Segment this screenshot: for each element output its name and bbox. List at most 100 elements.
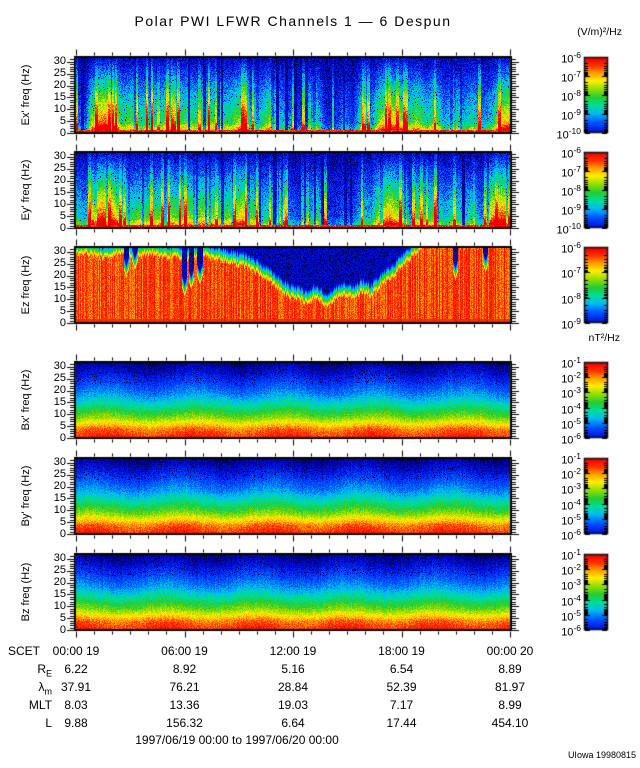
colorbar-tick-label: 10-10: [556, 221, 581, 237]
y-tick-label: 0: [59, 623, 66, 636]
y-tick-label: 10: [53, 407, 66, 420]
ez-spectrogram-canvas: [76, 247, 510, 323]
y-tick-label: 15: [53, 395, 66, 408]
ephemeris-value: 17.44: [386, 716, 417, 730]
y-tick-label: 5: [59, 419, 66, 432]
y-tick-label: 25: [53, 67, 66, 80]
ex-colorbar: [585, 58, 607, 132]
y-tick-label: 0: [59, 126, 66, 139]
y-tick-label: 25: [53, 162, 66, 175]
ephemeris-value: 9.88: [64, 716, 88, 730]
colorbar-tick-label: 10-2: [561, 370, 581, 386]
colorbar-tick-label: 10-6: [561, 240, 581, 256]
figure-title: Polar PWI LFWR Channels 1 — 6 Despun: [134, 13, 452, 29]
ephemeris-value: 13.36: [169, 698, 200, 712]
y-tick-label: 15: [53, 185, 66, 198]
y-tick-label: 30: [53, 552, 66, 565]
y-tick-label: 15: [53, 587, 66, 600]
y-tick-label: 30: [53, 360, 66, 373]
colorbar-tick-label: 10-6: [561, 50, 581, 66]
ephemeris-value: 6.54: [389, 662, 414, 676]
colorbar-tick-label: 10-8: [561, 290, 581, 307]
ey-ylabel: Ey' freq (Hz): [20, 159, 32, 221]
colorbar-tick-label: 10-3: [561, 385, 581, 402]
date-range-label: 1997/06/19 00:00 to 1997/06/20 00:00: [135, 733, 339, 747]
colorbar-tick-label: 10-6: [561, 527, 581, 543]
y-tick-label: 30: [53, 245, 66, 258]
ephemeris-value: 156.32: [166, 716, 203, 730]
y-tick-label: 25: [53, 257, 66, 270]
y-tick-label: 20: [53, 79, 66, 91]
ephemeris-value: 7.17: [389, 698, 414, 712]
ephemeris-value: 454.10: [491, 716, 529, 730]
ey-spectrogram-canvas: [76, 152, 510, 228]
colorbar-tick-label: 10-2: [561, 562, 581, 578]
electric-units-label: (V/m)²/Hz: [577, 26, 622, 38]
by-ylabel: By' freq (Hz): [20, 465, 32, 527]
ephemeris-value: 8.89: [498, 662, 522, 676]
credit-label: UIowa 19980815: [567, 750, 636, 760]
ephemeris-value: 81.97: [494, 680, 526, 694]
colorbar-tick-label: 10-1: [561, 547, 581, 563]
y-tick-label: 20: [53, 174, 66, 186]
y-tick-label: 30: [53, 150, 66, 163]
y-tick-label: 10: [53, 503, 66, 516]
colorbar-tick-label: 10-7: [561, 69, 581, 85]
y-tick-label: 10: [53, 102, 66, 115]
colorbar-tick-label: 10-9: [561, 107, 581, 123]
ephemeris-value: 6.22: [64, 662, 88, 676]
colorbar-tick-label: 10-6: [561, 623, 581, 639]
colorbar-tick-label: 10-5: [561, 415, 581, 432]
ez-ylabel: Ez freq (Hz): [20, 255, 32, 315]
time-tick-label: 00:00 19: [52, 644, 100, 658]
bx-spectrogram-canvas: [76, 362, 510, 438]
colorbar-tick-label: 10-6: [561, 145, 581, 161]
y-tick-label: 0: [59, 221, 66, 234]
y-tick-label: 10: [53, 292, 66, 305]
y-tick-label: 10: [53, 599, 66, 612]
ex-spectrogram-canvas: [76, 57, 510, 133]
bz-colorbar: [585, 555, 607, 629]
time-tick-label: 00:00 20: [486, 644, 534, 658]
colorbar-tick-label: 10-8: [561, 88, 581, 104]
colorbar-tick-label: 10-4: [561, 400, 581, 417]
y-tick-label: 5: [59, 611, 66, 624]
ephemeris-value: 8.92: [172, 662, 197, 676]
y-tick-label: 0: [59, 431, 66, 444]
y-tick-label: 25: [53, 372, 66, 385]
bx-colorbar: [585, 363, 607, 437]
colorbar-tick-label: 10-3: [561, 577, 581, 594]
y-tick-label: 0: [59, 527, 66, 540]
colorbar-tick-label: 10-4: [561, 592, 581, 609]
colorbar-tick-label: 10-1: [561, 355, 581, 371]
colorbar-tick-label: 10-5: [561, 511, 581, 528]
colorbar-tick-label: 10-8: [561, 183, 581, 199]
y-tick-label: 20: [53, 480, 66, 492]
y-tick-label: 25: [53, 564, 66, 577]
ephemeris-value: 28.84: [277, 680, 309, 694]
y-tick-label: 5: [59, 304, 66, 317]
colorbar-tick-label: 10-4: [561, 496, 581, 513]
ephemeris-value: 8.03: [64, 698, 88, 712]
y-tick-label: 20: [53, 576, 66, 588]
bx-ylabel: Bx' freq (Hz): [20, 369, 32, 431]
y-tick-label: 20: [53, 269, 66, 281]
y-tick-label: 0: [59, 316, 66, 329]
colorbar-tick-label: 10-9: [561, 202, 581, 218]
y-tick-label: 5: [59, 114, 66, 127]
y-tick-label: 10: [53, 197, 66, 210]
colorbar-tick-label: 10-9: [561, 316, 581, 332]
bz-spectrogram-canvas: [76, 554, 510, 630]
time-tick-label: 18:00 19: [378, 644, 425, 658]
colorbar-tick-label: 10-7: [561, 164, 581, 180]
colorbar-tick-label: 10-7: [561, 265, 581, 281]
y-tick-label: 25: [53, 468, 66, 481]
y-tick-label: 15: [53, 280, 66, 293]
y-tick-label: 20: [53, 384, 66, 396]
colorbar-tick-label: 10-5: [561, 607, 581, 624]
colorbar-tick-label: 10-3: [561, 481, 581, 498]
y-tick-label: 15: [53, 90, 66, 103]
ephemeris-value: 76.21: [169, 680, 200, 694]
ephemeris-value: 8.99: [498, 698, 522, 712]
